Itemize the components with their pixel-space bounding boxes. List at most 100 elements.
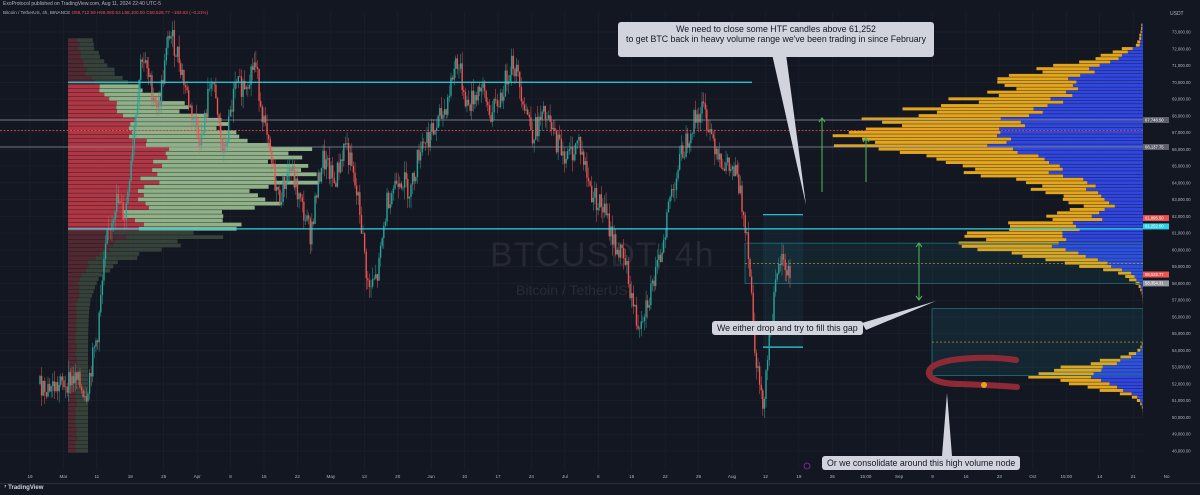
left-profile-sell-bar (68, 323, 76, 327)
candle-body (738, 174, 739, 193)
candle-body (461, 63, 462, 90)
right-profile-orange-bar (1141, 30, 1142, 33)
right-profile-blue-bar (1011, 138, 1143, 141)
candle-body (308, 215, 309, 218)
right-profile-orange-bar (1139, 34, 1141, 37)
right-profile-blue-bar (1142, 24, 1143, 27)
hvn-callout[interactable]: Or we consolidate around this high volum… (822, 456, 1020, 470)
left-profile-sell-bar (68, 265, 88, 269)
left-profile-buy-bar (76, 348, 88, 352)
right-profile-orange-bar (981, 174, 1063, 177)
candle-body (164, 60, 165, 83)
candle-body (409, 197, 410, 199)
left-profile-buy-bar (152, 168, 301, 172)
left-profile-buy-bar (140, 177, 274, 181)
candle-body (605, 204, 606, 215)
candle-body (557, 134, 558, 152)
time-tick-label: 15:00 (860, 474, 872, 479)
gap-callout[interactable]: We either drop and try to fill this gap (712, 321, 863, 335)
right-profile-orange-bar (1140, 288, 1141, 291)
left-profile-buy-bar (76, 319, 88, 323)
candle-body (740, 185, 741, 193)
candle-body (601, 194, 602, 207)
candle-body (449, 96, 450, 97)
price-tick-label: 52,000.00 (1172, 381, 1191, 386)
left-profile-buy-bar (79, 294, 92, 298)
candle-body (94, 347, 95, 348)
candle-body (450, 78, 451, 96)
candle-body (701, 102, 702, 114)
time-tick-label: 16 (963, 474, 969, 479)
price-tick-label: 68,000.00 (1172, 113, 1191, 118)
candle-body (423, 142, 424, 143)
price-tick-label: 54,000.00 (1172, 348, 1191, 353)
left-profile-sell-bar (68, 239, 115, 243)
candle-body (281, 202, 282, 205)
left-profile-sell-bar (68, 185, 144, 189)
symbol-line[interactable]: Bitcoin / TetherUS, 4h, BINANCE O58,712.… (3, 10, 208, 15)
candle-body (679, 154, 680, 170)
candle-body (569, 149, 570, 151)
candle-body (316, 196, 317, 198)
left-profile-buy-bar (75, 353, 88, 357)
candle-body (762, 390, 763, 408)
left-profile-sell-bar (68, 424, 75, 428)
left-profile-sell-bar (68, 344, 76, 348)
right-profile-blue-bar (1078, 87, 1143, 90)
candle-body (788, 266, 789, 276)
left-profile-buy-bar (77, 361, 88, 365)
candle-body (428, 132, 429, 147)
candle-body (58, 385, 59, 391)
right-profile-orange-bar (849, 131, 1001, 134)
left-profile-sell-bar (68, 407, 75, 411)
candle-body (575, 143, 576, 154)
left-profile-sell-bar (68, 248, 109, 252)
candle-body (402, 188, 403, 189)
tradingview-logo[interactable]: ⁷ TradingView (4, 485, 43, 491)
left-profile-sell-bar (68, 59, 84, 63)
left-profile-buy-bar (162, 164, 308, 168)
price-tick-label: 72,000.00 (1172, 46, 1191, 51)
candle-body (727, 157, 728, 162)
candle-body (729, 157, 730, 170)
candle-body (46, 392, 47, 396)
left-profile-sell-bar (68, 181, 159, 185)
right-profile-blue-bar (1095, 71, 1143, 74)
top-callout[interactable]: We need to close some HTF candles above … (618, 22, 934, 57)
right-profile-orange-bar (903, 107, 1034, 110)
right-profile-orange-bar (997, 77, 1068, 80)
left-profile-sell-bar (68, 394, 75, 398)
candle-body (252, 66, 253, 70)
right-profile-blue-bar (1101, 379, 1143, 382)
right-profile-blue-bar (1063, 101, 1143, 104)
candle-body (773, 292, 774, 321)
right-profile-orange-bar (1026, 181, 1087, 184)
price-tick-label: 57,000.00 (1172, 298, 1191, 303)
left-profile-buy-bar (83, 63, 107, 67)
candle-body (757, 366, 758, 368)
left-profile-sell-bar (68, 290, 79, 294)
candle-body (746, 232, 747, 233)
candle-body (724, 169, 725, 171)
right-profile-blue-bar (1140, 44, 1143, 47)
right-profile-orange-bar (1043, 71, 1095, 74)
left-profile-sell-bar (68, 281, 78, 285)
candle-body (180, 63, 181, 75)
candle-body (126, 203, 127, 220)
left-profile-sell-bar (68, 302, 76, 306)
candle-body (311, 222, 312, 245)
candle-body (500, 93, 501, 107)
candle-body (332, 165, 333, 177)
time-tick-label: 15 (629, 474, 635, 479)
left-profile-sell-bar (68, 93, 104, 97)
right-profile-orange-bar (986, 238, 1066, 241)
price-tick-label: 67,000.00 (1172, 130, 1191, 135)
candle-body (637, 326, 638, 329)
candle-body (375, 274, 376, 278)
candle-body (119, 201, 120, 203)
candle-body (602, 207, 603, 213)
candle-body (588, 178, 589, 182)
candle-body (159, 101, 160, 107)
candle-body (426, 132, 427, 143)
candle-body (649, 305, 650, 308)
